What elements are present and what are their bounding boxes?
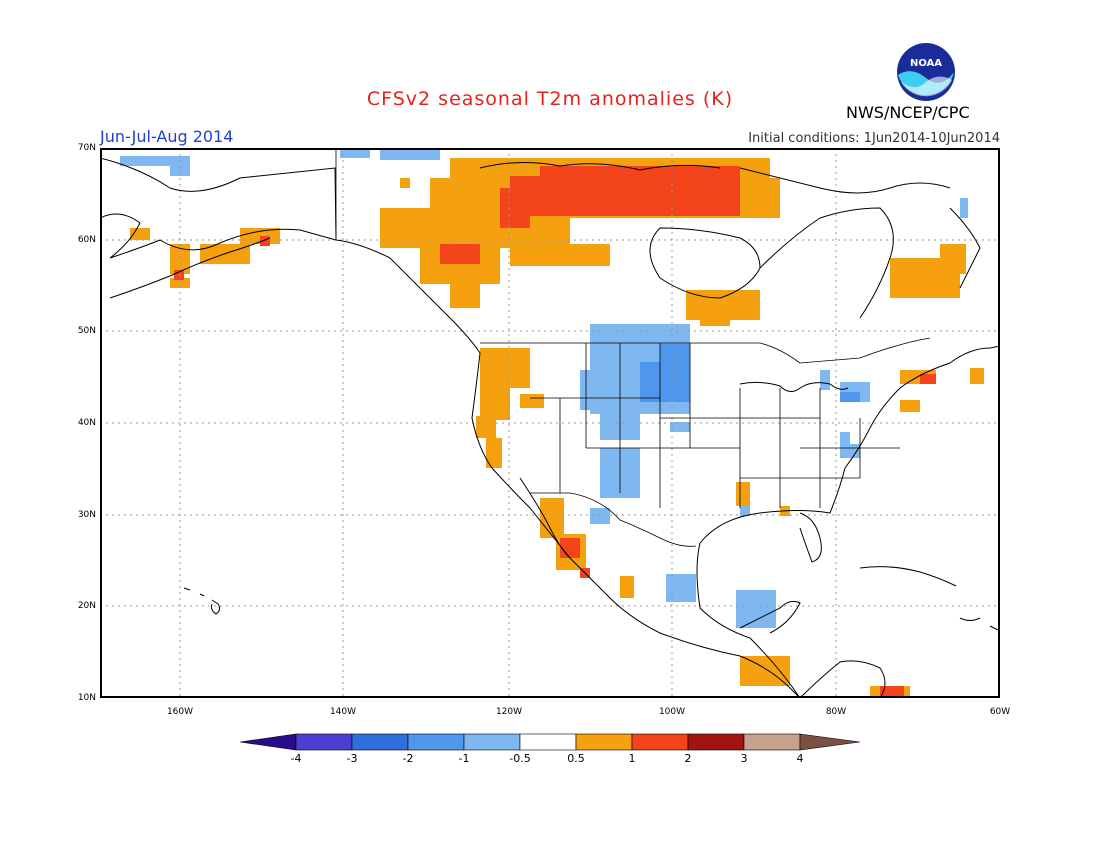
colorbar-label-6: 0.5 xyxy=(567,752,585,765)
noaa-logo-text: NOAA xyxy=(910,58,942,69)
lon-label-140w: 140W xyxy=(329,707,357,717)
colorbar-label-4: -1 xyxy=(458,752,470,765)
colorbar-bin-3 xyxy=(407,733,465,751)
lon-label-80w: 80W xyxy=(825,707,847,717)
colorbar-arrow-left xyxy=(239,733,297,751)
warm-anomaly-strong xyxy=(174,166,936,698)
colorbar-label-2: -3 xyxy=(346,752,358,765)
lat-label-70n: 70N xyxy=(77,143,96,153)
colorbar-bin-6 xyxy=(575,733,633,751)
lat-label-60n: 60N xyxy=(77,235,96,245)
colorbar-bin-9 xyxy=(743,733,801,751)
colorbar xyxy=(239,733,861,773)
lon-label-60w: 60W xyxy=(989,707,1011,717)
political-borders xyxy=(335,148,931,547)
initial-conditions-label: Initial conditions: 1Jun2014-10Jun2014 xyxy=(748,131,1000,146)
colorbar-label-8: 2 xyxy=(684,752,692,765)
noaa-logo: NOAA xyxy=(896,42,956,102)
colorbar-label-1: -4 xyxy=(290,752,302,765)
cold-anomaly-strong xyxy=(640,344,860,402)
anomaly-map xyxy=(100,148,1000,698)
colorbar-bin-1 xyxy=(295,733,353,751)
agency-label: NWS/NCEP/CPC xyxy=(846,103,970,122)
colorbar-label-10: 4 xyxy=(796,752,804,765)
colorbar-label-5: -0.5 xyxy=(509,752,531,765)
lon-label-100w: 100W xyxy=(658,707,686,717)
colorbar-bin-2 xyxy=(351,733,409,751)
lon-label-160w: 160W xyxy=(166,707,194,717)
cold-anomaly-regions xyxy=(120,150,968,628)
colorbar-bin-8 xyxy=(687,733,745,751)
lat-label-50n: 50N xyxy=(77,326,96,336)
lat-label-10n: 10N xyxy=(77,693,96,703)
colorbar-arrow-right xyxy=(799,733,861,751)
colorbar-label-7: 1 xyxy=(628,752,636,765)
colorbar-bin-4 xyxy=(463,733,521,751)
lat-label-40n: 40N xyxy=(77,418,96,428)
coastlines xyxy=(100,157,1000,698)
lon-label-120w: 120W xyxy=(495,707,523,717)
lat-lon-grid xyxy=(100,148,1000,698)
colorbar-bin-7 xyxy=(631,733,689,751)
colorbar-label-3: -2 xyxy=(402,752,414,765)
figure-title: CFSv2 seasonal T2m anomalies (K) xyxy=(366,88,734,110)
lat-label-30n: 30N xyxy=(77,510,96,520)
colorbar-bin-5 xyxy=(519,733,577,751)
period-label: Jun-Jul-Aug 2014 xyxy=(100,127,234,146)
colorbar-label-9: 3 xyxy=(740,752,748,765)
lat-label-20n: 20N xyxy=(77,601,96,611)
